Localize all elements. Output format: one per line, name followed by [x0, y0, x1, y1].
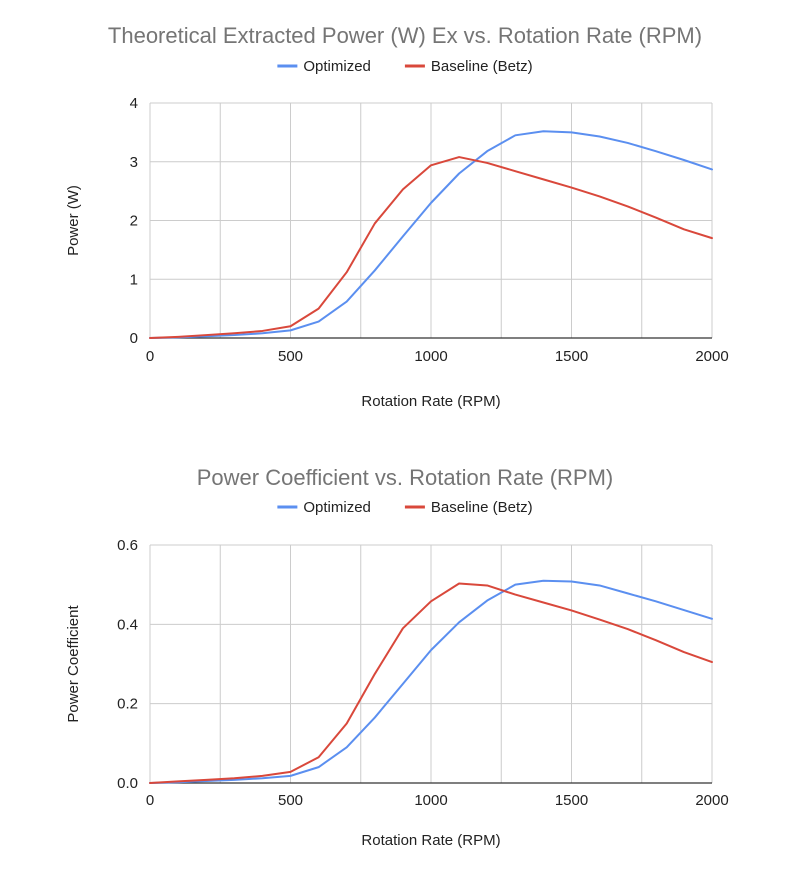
series-line-baseline-betz — [149, 582, 713, 784]
y-tick-label: 0 — [130, 330, 138, 347]
series-line-optimized — [149, 579, 713, 784]
y-tick-label: 0.6 — [117, 537, 138, 554]
legend-label-optimized: Optimized — [303, 58, 371, 75]
gridlines — [149, 544, 713, 783]
legend: Optimized Baseline (Betz) — [277, 499, 533, 516]
series-optimized — [149, 130, 713, 339]
x-tick-label: 500 — [278, 792, 303, 809]
gridlines — [149, 102, 713, 338]
legend-label-baseline-betz: Baseline (Betz) — [431, 58, 533, 75]
power-chart: Theoretical Extracted Power (W) Ex vs. R… — [65, 23, 729, 410]
series-line-baseline-betz — [149, 156, 713, 339]
legend-item-optimized: Optimized — [277, 499, 371, 516]
series-baseline-betz — [149, 582, 713, 784]
x-tick-label: 2000 — [695, 792, 728, 809]
series-baseline-betz — [149, 156, 713, 339]
y-tick-label: 0.4 — [117, 616, 138, 633]
series-line-optimized — [149, 130, 713, 339]
chart-title: Theoretical Extracted Power (W) Ex vs. R… — [108, 23, 702, 48]
x-tick-label: 1000 — [414, 792, 447, 809]
x-tick-label: 500 — [278, 348, 303, 365]
y-tick-labels: 0.0 0.2 0.4 0.6 — [117, 537, 138, 792]
x-tick-label: 1500 — [555, 792, 588, 809]
y-tick-label: 0.2 — [117, 696, 138, 713]
x-tick-label: 1500 — [555, 348, 588, 365]
y-tick-label: 2 — [130, 213, 138, 230]
x-axis-title: Rotation Rate (RPM) — [361, 832, 500, 849]
chart-title: Power Coefficient vs. Rotation Rate (RPM… — [197, 465, 614, 490]
x-tick-label: 2000 — [695, 348, 728, 365]
y-tick-label: 3 — [130, 154, 138, 171]
legend: Optimized Baseline (Betz) — [277, 58, 533, 75]
x-tick-label: 1000 — [414, 348, 447, 365]
x-tick-labels: 0 500 1000 1500 2000 — [146, 792, 729, 809]
y-tick-labels: 0 1 2 3 4 — [130, 95, 138, 347]
y-tick-label: 1 — [130, 271, 138, 288]
legend-item-baseline-betz: Baseline (Betz) — [404, 499, 533, 516]
legend-item-baseline-betz: Baseline (Betz) — [404, 58, 533, 75]
y-axis-title: Power Coefficient — [65, 605, 82, 723]
legend-label-optimized: Optimized — [303, 499, 371, 516]
y-tick-label: 4 — [130, 95, 138, 112]
series-optimized — [149, 579, 713, 784]
power-coefficient-chart: Power Coefficient vs. Rotation Rate (RPM… — [65, 465, 729, 849]
legend-item-optimized: Optimized — [277, 58, 371, 75]
x-tick-label: 0 — [146, 348, 154, 365]
x-tick-label: 0 — [146, 792, 154, 809]
x-tick-labels: 0 500 1000 1500 2000 — [146, 348, 729, 365]
legend-label-baseline-betz: Baseline (Betz) — [431, 499, 533, 516]
y-axis-title: Power (W) — [65, 185, 82, 256]
x-axis-title: Rotation Rate (RPM) — [361, 393, 500, 410]
y-tick-label: 0.0 — [117, 775, 138, 792]
